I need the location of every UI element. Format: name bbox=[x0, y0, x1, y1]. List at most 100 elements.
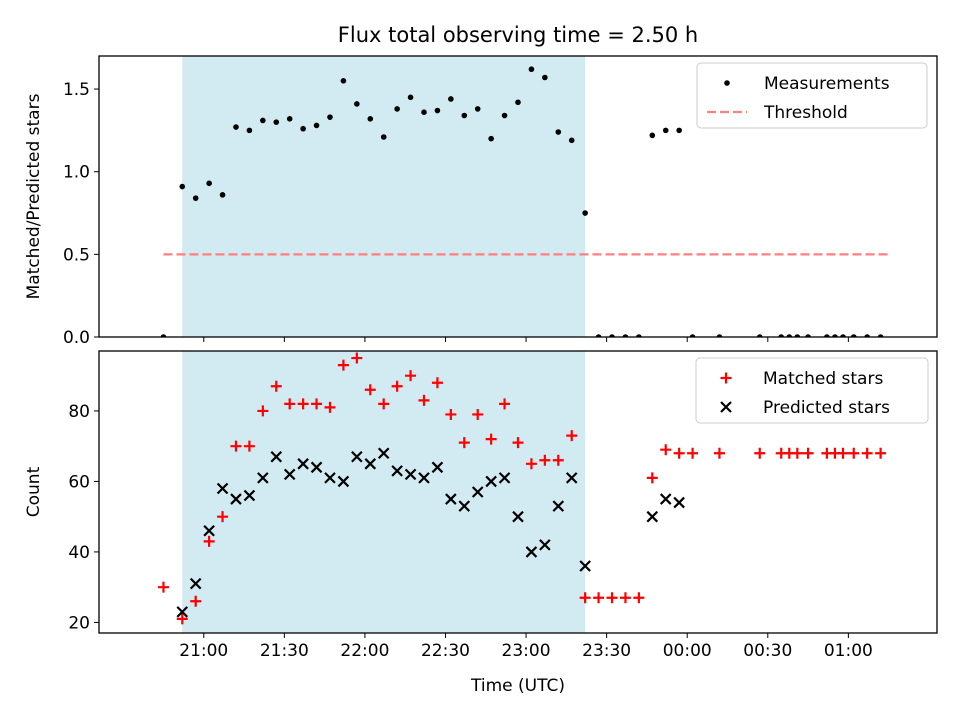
matched-star-point bbox=[445, 408, 457, 420]
measurement-point bbox=[805, 334, 811, 337]
matched-star-point bbox=[324, 401, 336, 413]
measurement-point bbox=[622, 334, 629, 337]
measurement-point bbox=[676, 127, 682, 134]
matched-star-point bbox=[284, 398, 296, 410]
legend-label: Measurements bbox=[764, 74, 890, 94]
predicted-star-point bbox=[176, 606, 189, 618]
predicted-star-point bbox=[525, 546, 538, 558]
matched-star-point bbox=[458, 437, 470, 449]
measurement-point bbox=[380, 134, 387, 140]
matched-star-point bbox=[418, 394, 430, 406]
matched-star-point bbox=[539, 454, 551, 466]
predicted-star-point bbox=[189, 577, 202, 590]
matched-star-point bbox=[802, 447, 814, 459]
legend-marker-matched bbox=[720, 372, 732, 384]
predicted-star-point bbox=[485, 475, 497, 488]
plot-area bbox=[157, 352, 887, 625]
matched-star-point bbox=[646, 472, 658, 484]
measurement-point bbox=[354, 101, 360, 107]
matched-star-point bbox=[217, 511, 229, 523]
x-tick-label: 21:00 bbox=[179, 641, 228, 661]
predicted-star-point bbox=[364, 458, 377, 470]
measurement-point bbox=[850, 334, 857, 337]
predicted-star-point bbox=[404, 468, 417, 481]
legend: Measurements Threshold bbox=[696, 62, 928, 129]
y-tick-label: 1.0 bbox=[63, 163, 90, 183]
matched-star-point bbox=[512, 437, 524, 449]
chart-title: Flux total observing time = 2.50 h bbox=[338, 23, 698, 47]
matched-star-point bbox=[848, 447, 860, 459]
measurement-point bbox=[595, 334, 602, 337]
matched-star-point bbox=[552, 454, 564, 466]
predicted-star-point bbox=[673, 496, 685, 509]
predicted-star-point bbox=[565, 472, 578, 484]
measurement-point bbox=[649, 132, 656, 139]
matched-star-point bbox=[270, 380, 282, 392]
plot-area bbox=[160, 66, 889, 337]
measurement-point bbox=[192, 195, 199, 201]
matched-star-point bbox=[875, 447, 887, 459]
predicted-star-point bbox=[391, 465, 403, 477]
matched-star-point bbox=[337, 359, 349, 371]
predicted-star-point bbox=[458, 500, 471, 512]
measurement-point bbox=[367, 116, 374, 122]
measurement-point bbox=[340, 77, 347, 84]
measurement-point bbox=[662, 127, 669, 134]
matched-star-point bbox=[203, 535, 215, 547]
matched-star-point bbox=[593, 592, 605, 604]
predicted-star-point bbox=[498, 472, 511, 484]
y-axis-label: Matched/Predicted stars bbox=[24, 93, 44, 299]
y-tick-label: 40 bbox=[68, 543, 90, 563]
measurement-point bbox=[786, 334, 793, 337]
legend-label: Matched stars bbox=[763, 369, 883, 389]
matched-star-point bbox=[431, 377, 443, 389]
x-tick-label: 23:00 bbox=[502, 641, 551, 661]
matched-star-point bbox=[311, 398, 323, 410]
measurement-point bbox=[542, 74, 548, 81]
matched-star-point bbox=[257, 405, 269, 417]
predicted-star-point bbox=[646, 510, 659, 523]
measurement-point bbox=[233, 124, 239, 130]
predicted-star-point bbox=[445, 493, 457, 505]
measurement-point bbox=[246, 127, 253, 134]
measurement-point bbox=[609, 334, 615, 337]
predicted-star-point bbox=[579, 560, 591, 572]
top-panel: 0.0 0.5 1.0 1.5 Matched/Predicted stars Measu… bbox=[24, 55, 938, 348]
predicted-star-point bbox=[297, 458, 309, 470]
matched-star-point bbox=[157, 581, 169, 593]
matched-star-point bbox=[579, 592, 591, 604]
predicted-star-point bbox=[418, 472, 430, 484]
matched-star-point bbox=[391, 380, 403, 392]
predicted-star-point bbox=[539, 539, 551, 551]
x-tick-label: 00:30 bbox=[743, 641, 792, 661]
predicted-star-point bbox=[310, 461, 323, 474]
observing-interval-shade bbox=[182, 351, 586, 633]
x-tick-label: 22:00 bbox=[340, 641, 389, 661]
predicted-star-point bbox=[324, 472, 336, 484]
matched-star-point bbox=[364, 384, 376, 396]
measurement-point bbox=[179, 183, 186, 190]
measurement-point bbox=[756, 334, 763, 337]
predicted-star-point bbox=[351, 450, 363, 463]
matched-star-point bbox=[754, 447, 766, 459]
predicted-star-point bbox=[257, 472, 269, 484]
x-tick-label: 21:30 bbox=[260, 641, 309, 661]
x-tick-label: 22:30 bbox=[421, 641, 470, 661]
measurement-point bbox=[840, 334, 846, 337]
measurement-point bbox=[421, 109, 427, 115]
measurement-point bbox=[300, 125, 306, 132]
matched-star-point bbox=[472, 408, 484, 420]
predicted-star-point bbox=[243, 489, 256, 502]
matched-star-point bbox=[525, 458, 537, 470]
matched-star-point bbox=[687, 447, 699, 459]
bottom-panel: 21:00 21:30 22:00 22:30 23:00 23:30 00:00 00:30… bbox=[24, 350, 938, 661]
measurement-point bbox=[689, 334, 696, 337]
matched-star-point bbox=[660, 444, 672, 456]
measurement-point bbox=[434, 107, 441, 114]
measurement-point bbox=[286, 116, 293, 122]
matched-star-point bbox=[297, 398, 309, 410]
measurement-point bbox=[448, 96, 454, 102]
measurement-point bbox=[716, 334, 723, 337]
